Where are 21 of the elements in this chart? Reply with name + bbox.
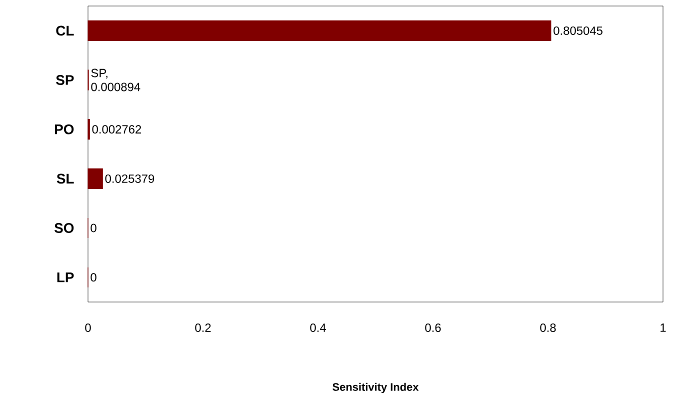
y-tick-label: CL (56, 26, 74, 36)
x-tick-label: 0.2 (195, 324, 211, 332)
bar (88, 168, 103, 189)
y-tick-label: LP (57, 272, 74, 282)
data-label: SP, 0.000894 (91, 68, 140, 92)
data-label: 0 (90, 273, 96, 282)
data-label: 0.805045 (554, 26, 602, 35)
bar (88, 20, 552, 41)
x-axis-title: Sensitivity Index (332, 382, 419, 394)
data-label: 0.002762 (92, 125, 142, 134)
data-label: 0 (90, 224, 96, 232)
x-tick-label: 0 (85, 324, 91, 332)
data-label: 0.025379 (105, 174, 154, 183)
x-tick-label: 1 (660, 324, 666, 332)
y-tick-label: SO (54, 223, 74, 233)
y-tick-label: PO (55, 124, 74, 134)
x-tick-label: 0.4 (310, 324, 326, 332)
y-tick-label: SL (56, 174, 74, 184)
x-tick-label: 0.6 (425, 324, 441, 332)
y-tick-label: SP (56, 75, 74, 85)
x-tick-label: 0.8 (540, 324, 556, 332)
